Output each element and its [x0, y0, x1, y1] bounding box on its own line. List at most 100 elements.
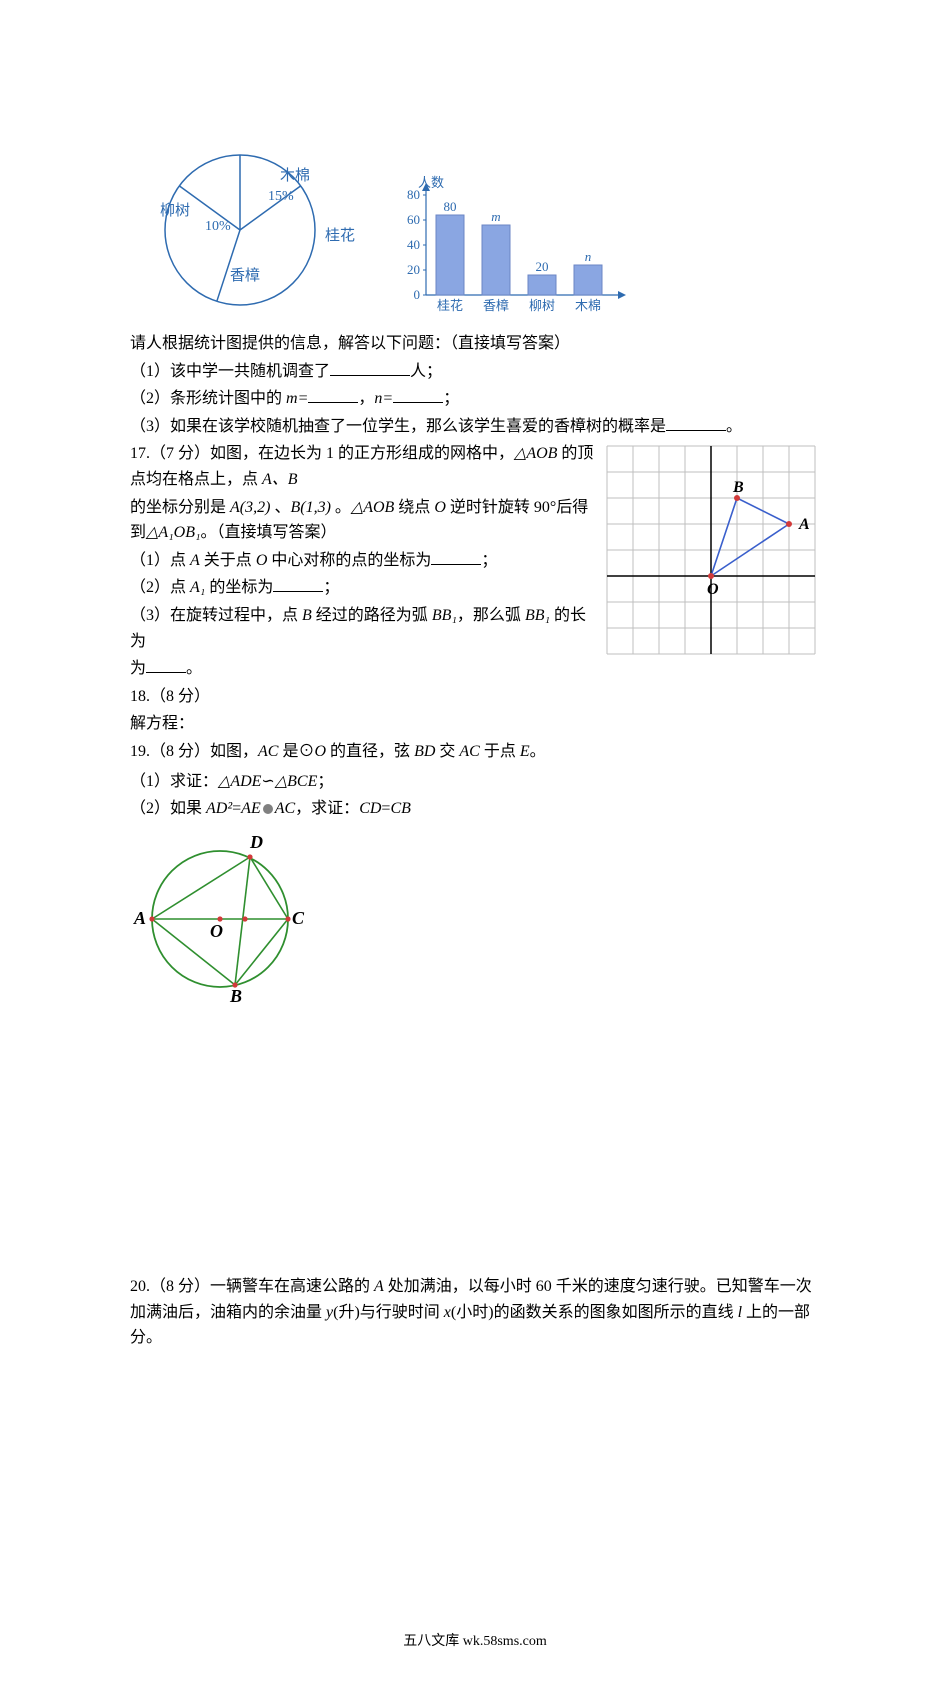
var-n: n=	[374, 390, 393, 407]
svg-text:香樟: 香樟	[483, 298, 509, 313]
svg-text:B: B	[732, 479, 744, 496]
q16-1: （1）该中学一共随机调查了人；	[130, 359, 820, 385]
svg-text:15%: 15%	[268, 189, 294, 204]
pie-chart: 木棉 15% 桂花香樟 柳树 10%	[130, 130, 360, 325]
svg-text:20: 20	[536, 259, 549, 274]
svg-text:10%: 10%	[205, 219, 231, 234]
t: △A₁OB₁	[146, 524, 201, 541]
t: 交	[435, 743, 459, 760]
t: E	[520, 743, 530, 760]
blank	[666, 414, 726, 431]
t: B(1,3)	[290, 499, 330, 516]
t: 。	[726, 418, 742, 435]
blank	[146, 656, 186, 673]
t: ，	[358, 390, 374, 407]
blank	[393, 386, 443, 403]
svg-text:桂花: 桂花	[437, 298, 463, 313]
svg-text:80: 80	[407, 187, 420, 202]
t: （2）如果	[130, 800, 206, 817]
t: 是⊙	[278, 743, 314, 760]
var-m: m=	[286, 390, 308, 407]
t: 解方程：	[130, 715, 194, 732]
dot-icon	[263, 804, 273, 814]
t: 经过的路径为弧	[312, 607, 432, 624]
q18b: 解方程：	[130, 711, 820, 737]
t: ，那么弧	[457, 607, 525, 624]
t: B	[302, 607, 312, 624]
t: 。	[186, 660, 202, 677]
q16-1-text: （1）该中学一共随机调查了	[130, 363, 330, 380]
t: (小时)的函数关系的图象如图所示的直线	[451, 1304, 738, 1321]
q19-2: （2）如果 AD²=AEAC，求证：CD=CB	[130, 796, 820, 822]
t: (升)与行驶时间	[333, 1304, 444, 1321]
t: BB₁	[525, 607, 550, 624]
t: ；	[481, 552, 497, 569]
svg-text:40: 40	[407, 237, 420, 252]
t: x	[444, 1304, 451, 1321]
t: AC	[459, 743, 479, 760]
blank	[431, 548, 481, 565]
t: 18.（8 分）	[130, 688, 210, 705]
svg-text:桂花: 桂花	[325, 227, 355, 244]
q19: 19.（8 分）如图，AC 是⊙O 的直径，弦 BD 交 AC 于点 E。	[130, 739, 820, 765]
bar-chart: 人数02040608080桂花m香樟20柳树n木棉	[390, 175, 640, 325]
t: 20.（8 分）一辆警车在高速公路的	[130, 1278, 374, 1295]
t: A	[190, 552, 200, 569]
t: O	[314, 743, 326, 760]
footer: 五八文库 wk.58sms.com	[130, 1631, 820, 1653]
t: 的坐标为	[205, 579, 273, 596]
svg-text:D: D	[249, 832, 263, 852]
t: 。（直接填写答案）	[201, 524, 337, 541]
grid-figure: O A B	[602, 441, 820, 659]
t: BD	[414, 743, 435, 760]
t: （2）点	[130, 579, 190, 596]
svg-text:柳树: 柳树	[160, 202, 190, 219]
q16-2: （2）条形统计图中的 m= ，n= ；	[130, 386, 820, 412]
t: 。	[530, 743, 546, 760]
t: 绕点	[394, 499, 434, 516]
t: 的坐标分别是	[130, 499, 230, 516]
t: O	[256, 552, 268, 569]
t: △ADE	[218, 773, 261, 790]
q20: 20.（8 分）一辆警车在高速公路的 A 处加满油，以每小时 60 千米的速度匀…	[130, 1274, 820, 1351]
t: 17.（7 分）如图，在边长为 1 的正方形组成的网格中，	[130, 445, 514, 462]
svg-text:60: 60	[407, 212, 420, 227]
t: ∽	[261, 773, 274, 790]
t: 于点	[480, 743, 520, 760]
svg-text:m: m	[491, 209, 500, 224]
t: △BCE	[275, 773, 318, 790]
t: （3）在旋转过程中，点	[130, 607, 302, 624]
q17-3b: 为。	[130, 656, 820, 682]
t: △AOB	[514, 445, 557, 462]
svg-text:木棉: 木棉	[280, 167, 310, 184]
intro-text: 请人根据统计图提供的信息，解答以下问题：（直接填写答案）	[130, 331, 820, 357]
q17-block: OAB 17.（7 分）如图，在边长为 1 的正方形组成的网格中，△AOB 的顶…	[130, 441, 820, 764]
svg-text:A: A	[798, 516, 810, 533]
t: 关于点	[200, 552, 256, 569]
t: O	[434, 499, 446, 516]
page-content: 木棉15%桂花香樟柳树10% 人数02040608080桂花m香樟20柳树n木棉…	[0, 0, 950, 1693]
t: ；	[443, 390, 459, 407]
t: CB	[390, 800, 410, 817]
t: =	[232, 800, 241, 817]
t: A(3,2)	[230, 499, 270, 516]
t: （3）如果在该学校随机抽查了一位学生，那么该学生喜爱的香樟树的概率是	[130, 418, 666, 435]
t: △AOB	[351, 499, 394, 516]
blank	[330, 359, 410, 376]
svg-text:B: B	[229, 986, 242, 1004]
t: A	[374, 1278, 384, 1295]
t: （1）点	[130, 552, 190, 569]
t: AC	[275, 800, 295, 817]
t: ；	[317, 773, 333, 790]
t: AD²	[206, 800, 232, 817]
t: ，求证：	[295, 800, 359, 817]
svg-text:香樟: 香樟	[230, 266, 260, 284]
svg-text:O: O	[707, 581, 719, 598]
q16-3: （3）如果在该学校随机抽查了一位学生，那么该学生喜爱的香樟树的概率是 。	[130, 414, 820, 440]
t: （2）条形统计图中的	[130, 390, 286, 407]
t: CD	[359, 800, 381, 817]
blank	[273, 575, 323, 592]
svg-text:20: 20	[407, 262, 420, 277]
t: AE	[241, 800, 261, 817]
q18: 18.（8 分）	[130, 684, 820, 710]
